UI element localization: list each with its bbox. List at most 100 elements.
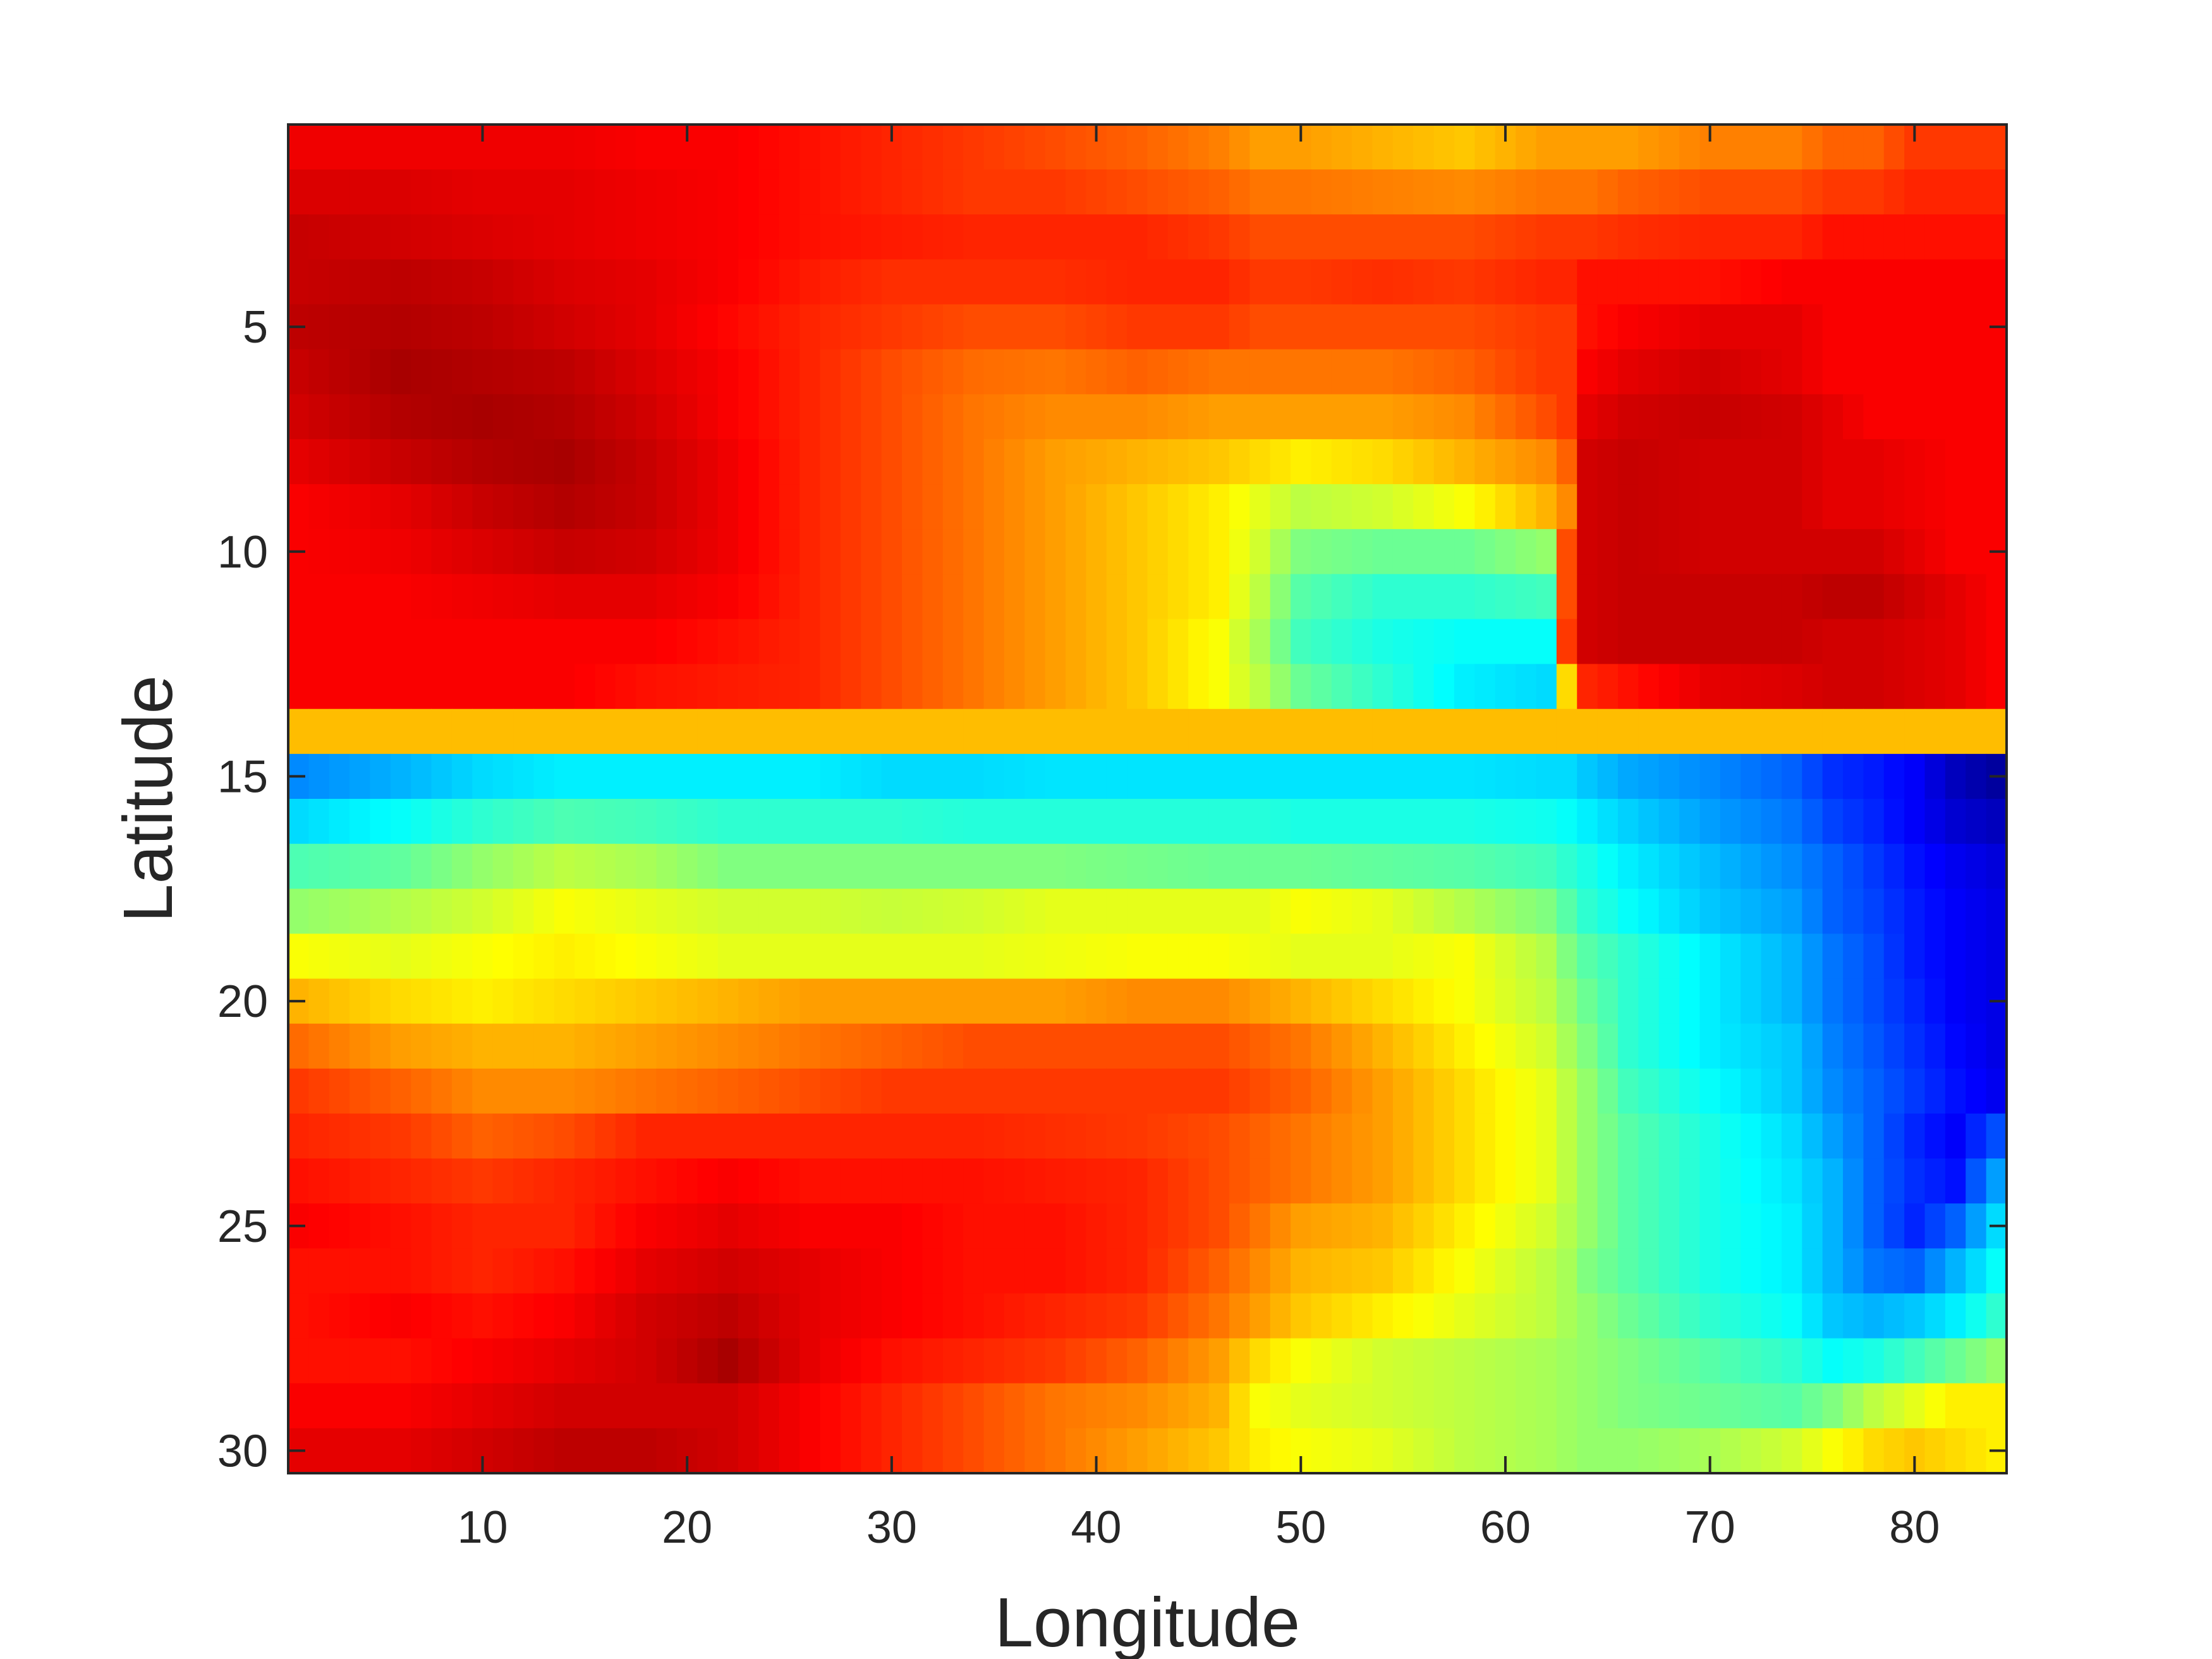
heatmap-cell — [513, 753, 535, 799]
heatmap-cell — [717, 1203, 739, 1249]
heatmap-cell — [1658, 1158, 1680, 1204]
heatmap-cell — [677, 978, 698, 1024]
heatmap-cell — [1045, 304, 1066, 350]
heatmap-cell — [1270, 1293, 1291, 1339]
heatmap-cell — [1516, 1293, 1537, 1339]
heatmap-cell — [1945, 394, 1966, 440]
heatmap-cell — [1741, 664, 1762, 710]
heatmap-cell — [1331, 529, 1352, 574]
heatmap-cell — [840, 1203, 861, 1249]
heatmap-cell — [1617, 304, 1639, 350]
heatmap-cell — [1413, 1338, 1435, 1384]
heatmap-cell — [1167, 304, 1189, 350]
heatmap-cell — [1433, 1428, 1455, 1474]
heatmap-cell — [1372, 664, 1394, 710]
heatmap-cell — [1229, 753, 1250, 799]
heatmap-cell — [942, 1113, 964, 1159]
heatmap-cell — [799, 1023, 821, 1069]
heatmap-cell — [1883, 844, 1905, 889]
heatmap-cell — [1781, 529, 1802, 574]
heatmap-cell — [1045, 844, 1066, 889]
heatmap-cell — [717, 169, 739, 215]
heatmap-cell — [799, 753, 821, 799]
heatmap-cell — [1208, 1248, 1230, 1294]
heatmap-cell — [1883, 349, 1905, 395]
heatmap-cell — [1392, 1293, 1414, 1339]
heatmap-cell — [554, 214, 575, 260]
heatmap-cell — [1741, 799, 1762, 844]
heatmap-cell — [1679, 304, 1701, 350]
heatmap-cell — [1372, 978, 1394, 1024]
heatmap-cell — [492, 1383, 514, 1429]
heatmap-cell — [1372, 349, 1394, 395]
heatmap-cell — [1086, 214, 1107, 260]
heatmap-cell — [533, 1023, 555, 1069]
heatmap-cell — [799, 1248, 821, 1294]
heatmap-cell — [1741, 439, 1762, 485]
heatmap-cell — [799, 169, 821, 215]
heatmap-cell — [861, 1023, 882, 1069]
heatmap-cell — [431, 214, 453, 260]
heatmap-cell — [595, 1068, 616, 1114]
heatmap-cell — [329, 439, 350, 485]
heatmap-cell — [1761, 1023, 1782, 1069]
heatmap-cell — [983, 1293, 1005, 1339]
heatmap-cell — [1556, 574, 1577, 620]
heatmap-cell — [963, 933, 985, 980]
heatmap-cell — [1883, 259, 1905, 305]
heatmap-cell — [1454, 1248, 1476, 1294]
heatmap-cell — [1495, 394, 1516, 440]
heatmap-cell — [615, 1428, 636, 1474]
heatmap-cell — [820, 1428, 841, 1474]
heatmap-cell — [779, 933, 800, 980]
heatmap-cell — [1638, 214, 1660, 260]
heatmap-cell — [1516, 125, 1537, 170]
heatmap-cell — [1024, 753, 1046, 799]
heatmap-cell — [472, 753, 494, 799]
heatmap-cell — [1986, 1293, 2007, 1339]
heatmap-cell — [697, 889, 719, 934]
heatmap-cell — [922, 169, 944, 215]
heatmap-cell — [1638, 125, 1660, 170]
heatmap-cell — [1106, 978, 1127, 1024]
heatmap-cell — [411, 1248, 432, 1294]
heatmap-cell — [942, 708, 964, 755]
heatmap-cell — [656, 394, 678, 440]
heatmap-cell — [1863, 753, 1885, 799]
heatmap-cell — [492, 125, 514, 170]
heatmap-cell — [922, 1293, 944, 1339]
heatmap-cell — [370, 169, 391, 215]
heatmap-cell — [1474, 1248, 1496, 1294]
heatmap-cell — [390, 753, 411, 799]
heatmap-cell — [738, 799, 760, 844]
heatmap-cell — [1045, 259, 1066, 305]
heatmap-cell — [1188, 349, 1210, 395]
heatmap-cell — [1883, 799, 1905, 844]
heatmap-cell — [1843, 1293, 1864, 1339]
heatmap-cell — [1577, 889, 1598, 934]
heatmap-cell — [1229, 214, 1250, 260]
heatmap-cell — [615, 169, 636, 215]
heatmap-cell — [697, 933, 719, 980]
heatmap-cell — [411, 214, 432, 260]
heatmap-cell — [1924, 753, 1946, 799]
heatmap-cell — [288, 1293, 309, 1339]
heatmap-cell — [492, 394, 514, 440]
heatmap-cell — [1004, 1248, 1025, 1294]
heatmap-cell — [1311, 664, 1332, 710]
heatmap-cell — [942, 394, 964, 440]
heatmap-cell — [615, 799, 636, 844]
heatmap-cell — [1863, 169, 1885, 215]
heatmap-cell — [656, 708, 678, 755]
heatmap-cell — [963, 125, 985, 170]
heatmap-cell — [1004, 753, 1025, 799]
heatmap-cell — [1822, 484, 1844, 530]
heatmap-cell — [1536, 169, 1557, 215]
heatmap-cell — [1352, 304, 1373, 350]
heatmap-cell — [1904, 1383, 1926, 1429]
heatmap-cell — [1291, 1068, 1312, 1114]
heatmap-cell — [1024, 125, 1046, 170]
heatmap-cell — [1474, 214, 1496, 260]
heatmap-cell — [902, 664, 923, 710]
heatmap-cell — [1106, 439, 1127, 485]
